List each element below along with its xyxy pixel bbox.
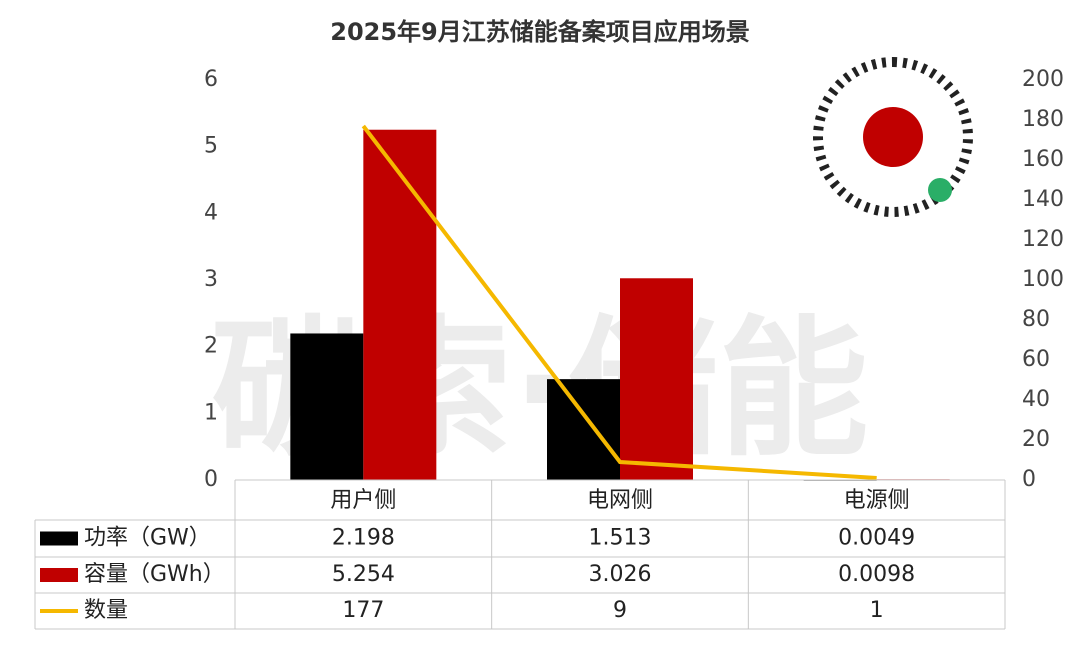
table-value: 5.254: [332, 562, 395, 587]
y2-tick-label: 120: [1022, 227, 1064, 252]
y-tick-label: 1: [204, 400, 218, 425]
legend-label: 容量（GWh）: [84, 562, 225, 587]
y-tick-label: 0: [204, 467, 218, 492]
y2-tick-label: 20: [1022, 427, 1050, 452]
y2-tick-label: 60: [1022, 347, 1050, 372]
table-value: 9: [613, 598, 627, 623]
y-tick-label: 6: [204, 67, 218, 92]
table-value: 2.198: [332, 526, 395, 551]
x-tick-label: 电网侧: [587, 488, 653, 513]
y2-tick-label: 160: [1022, 147, 1064, 172]
legend-swatch: [40, 531, 78, 546]
table-value: 0.0098: [838, 562, 915, 587]
chart-title: 2025年9月江苏储能备案项目应用场景: [330, 18, 750, 46]
y2-tick-label: 80: [1022, 307, 1050, 332]
bar: [363, 129, 437, 480]
bar: [620, 278, 693, 480]
y-tick-label: 4: [204, 200, 218, 225]
table-value: 0.0049: [838, 526, 915, 551]
y2-tick-label: 0: [1022, 467, 1036, 492]
bar: [547, 379, 620, 480]
bar: [290, 333, 364, 480]
y-tick-label: 3: [204, 267, 218, 292]
legend-label: 数量: [84, 598, 128, 623]
table-value: 3.026: [589, 562, 652, 587]
y2-tick-label: 100: [1022, 267, 1064, 292]
y-tick-label: 5: [204, 134, 218, 159]
y2-tick-label: 200: [1022, 67, 1064, 92]
table-value: 1.513: [589, 526, 652, 551]
x-tick-label: 电源侧: [844, 488, 910, 513]
y-tick-label: 2: [204, 334, 218, 359]
legend-label: 功率（GW）: [84, 526, 211, 551]
x-tick-label: 用户侧: [330, 488, 396, 513]
table-value: 177: [342, 598, 384, 623]
y2-tick-label: 40: [1022, 387, 1050, 412]
y2-tick-label: 180: [1022, 107, 1064, 132]
qr-code: [813, 57, 973, 217]
table-value: 1: [870, 598, 884, 623]
y2-tick-label: 140: [1022, 187, 1064, 212]
legend-swatch: [40, 568, 78, 582]
line-series: [361, 124, 877, 480]
